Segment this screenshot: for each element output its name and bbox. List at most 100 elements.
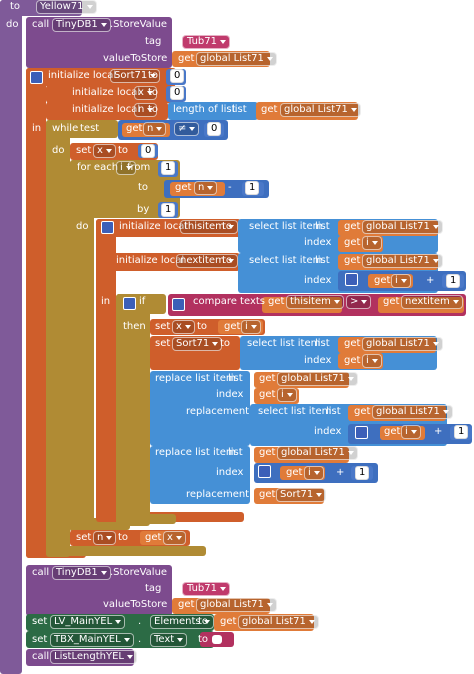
dropdown-field[interactable]: Elements: [150, 615, 214, 629]
dropdown-field[interactable]: x: [93, 144, 116, 158]
block-label: get: [145, 532, 162, 543]
dropdown-field[interactable]: n: [134, 103, 158, 117]
dropdown-field[interactable]: x: [134, 86, 157, 100]
text-field[interactable]: Tub71: [182, 582, 230, 596]
mutator-icon[interactable]: [258, 465, 271, 478]
dropdown-field[interactable]: Sort71: [110, 69, 161, 83]
block-label: set: [32, 616, 48, 627]
mutator-icon[interactable]: [172, 298, 185, 311]
text-field[interactable]: Tub71: [182, 35, 230, 49]
block-label: set: [76, 532, 92, 543]
dropdown-field[interactable]: TBX_MainYEL: [50, 633, 134, 647]
block-label: replacement: [186, 406, 250, 417]
block-label: get: [126, 123, 143, 134]
number-field[interactable]: 1: [245, 181, 260, 195]
dropdown-field[interactable]: Yellow71: [36, 0, 97, 14]
dropdown-field[interactable]: n: [143, 122, 167, 136]
number-field[interactable]: 0: [141, 144, 156, 158]
dropdown-field[interactable]: ≠: [174, 122, 200, 136]
dropdown-field[interactable]: x: [163, 531, 186, 545]
block-label: to: [10, 1, 21, 12]
dropdown-field[interactable]: TinyDB1: [52, 566, 111, 580]
block-label: do: [6, 19, 19, 30]
dropdown-field[interactable]: n: [93, 531, 117, 545]
block-label: index: [216, 389, 244, 400]
dropdown-field[interactable]: global List71: [280, 103, 361, 117]
dropdown-field[interactable]: thisitem: [286, 295, 344, 309]
number-field[interactable]: 0: [207, 122, 222, 136]
dropdown-field[interactable]: global List71: [238, 615, 319, 629]
number-field[interactable]: 1: [161, 203, 176, 217]
dropdown-field[interactable]: global List71: [277, 372, 358, 386]
number-field[interactable]: 0: [170, 86, 185, 100]
block-label: length of list: [173, 104, 236, 115]
dropdown-field[interactable]: global List71: [196, 598, 277, 612]
block-label: +: [434, 426, 443, 437]
block: [110, 253, 240, 271]
dropdown-field[interactable]: >: [346, 295, 372, 309]
block: [368, 274, 413, 288]
number-field[interactable]: 0: [170, 69, 185, 83]
block: [46, 120, 70, 557]
block-label: by: [137, 204, 150, 215]
block-label: set: [155, 338, 171, 349]
dropdown-field[interactable]: i: [304, 466, 324, 480]
number-field[interactable]: 1: [355, 466, 370, 480]
dropdown-field[interactable]: global List71: [196, 52, 277, 66]
block-label: tag: [145, 583, 162, 594]
mutator-icon[interactable]: [30, 71, 43, 84]
block-label: list: [228, 373, 243, 384]
block-label: to: [222, 255, 233, 266]
block-label: .StoreValue: [110, 19, 168, 30]
block-label: .: [138, 616, 142, 627]
block-label: call: [32, 19, 50, 30]
block-label: to: [138, 182, 149, 193]
number-field[interactable]: 1: [161, 161, 176, 175]
dropdown-field[interactable]: nextitem: [401, 295, 463, 309]
dropdown-field[interactable]: i: [362, 236, 382, 250]
block-label: get: [259, 447, 276, 458]
dropdown-field[interactable]: thisitem: [180, 220, 238, 234]
block-label: call: [32, 651, 50, 662]
block-label: do: [76, 221, 89, 232]
block-label: -: [228, 182, 232, 193]
dropdown-field[interactable]: i: [401, 425, 421, 439]
dropdown-field[interactable]: global List71: [362, 337, 443, 351]
dropdown-field[interactable]: global List71: [362, 254, 443, 268]
dropdown-field[interactable]: n: [194, 181, 218, 195]
dropdown-field[interactable]: global List71: [372, 405, 453, 419]
dropdown-field[interactable]: Text: [150, 633, 188, 647]
dropdown-field[interactable]: LV_MainYEL: [50, 615, 126, 629]
dropdown-field[interactable]: i: [277, 388, 297, 402]
dropdown-field[interactable]: TinyDB1: [52, 18, 111, 32]
number-field[interactable]: 1: [454, 425, 469, 439]
block-label: test: [80, 123, 100, 134]
dropdown-field[interactable]: global List71: [362, 220, 443, 234]
mutator-icon[interactable]: [101, 221, 114, 234]
block-label: get: [261, 104, 278, 115]
block-label: get: [374, 275, 391, 286]
dropdown-field[interactable]: i: [391, 274, 411, 288]
block: [168, 102, 258, 120]
dropdown-field[interactable]: i: [241, 320, 261, 334]
dropdown-field[interactable]: i: [362, 354, 382, 368]
block: [262, 297, 342, 313]
dropdown-field[interactable]: Sort71: [276, 488, 327, 502]
mutator-icon[interactable]: [123, 297, 136, 310]
block-label: to: [148, 104, 159, 115]
dropdown-field[interactable]: i: [116, 161, 136, 175]
block: [150, 336, 240, 370]
dropdown-field[interactable]: ListLengthYEL: [50, 650, 137, 664]
block-label: get: [354, 406, 371, 417]
dropdown-field[interactable]: global List71: [277, 446, 358, 460]
dropdown-field[interactable]: x: [172, 320, 195, 334]
dropdown-field[interactable]: nextitem: [176, 254, 238, 268]
block: [338, 236, 383, 252]
mutator-icon[interactable]: [345, 273, 358, 286]
dropdown-field[interactable]: Sort71: [172, 337, 223, 351]
mutator-icon[interactable]: [355, 426, 368, 439]
number-field[interactable]: 1: [446, 274, 461, 288]
block: [26, 565, 172, 616]
block: [122, 123, 170, 137]
